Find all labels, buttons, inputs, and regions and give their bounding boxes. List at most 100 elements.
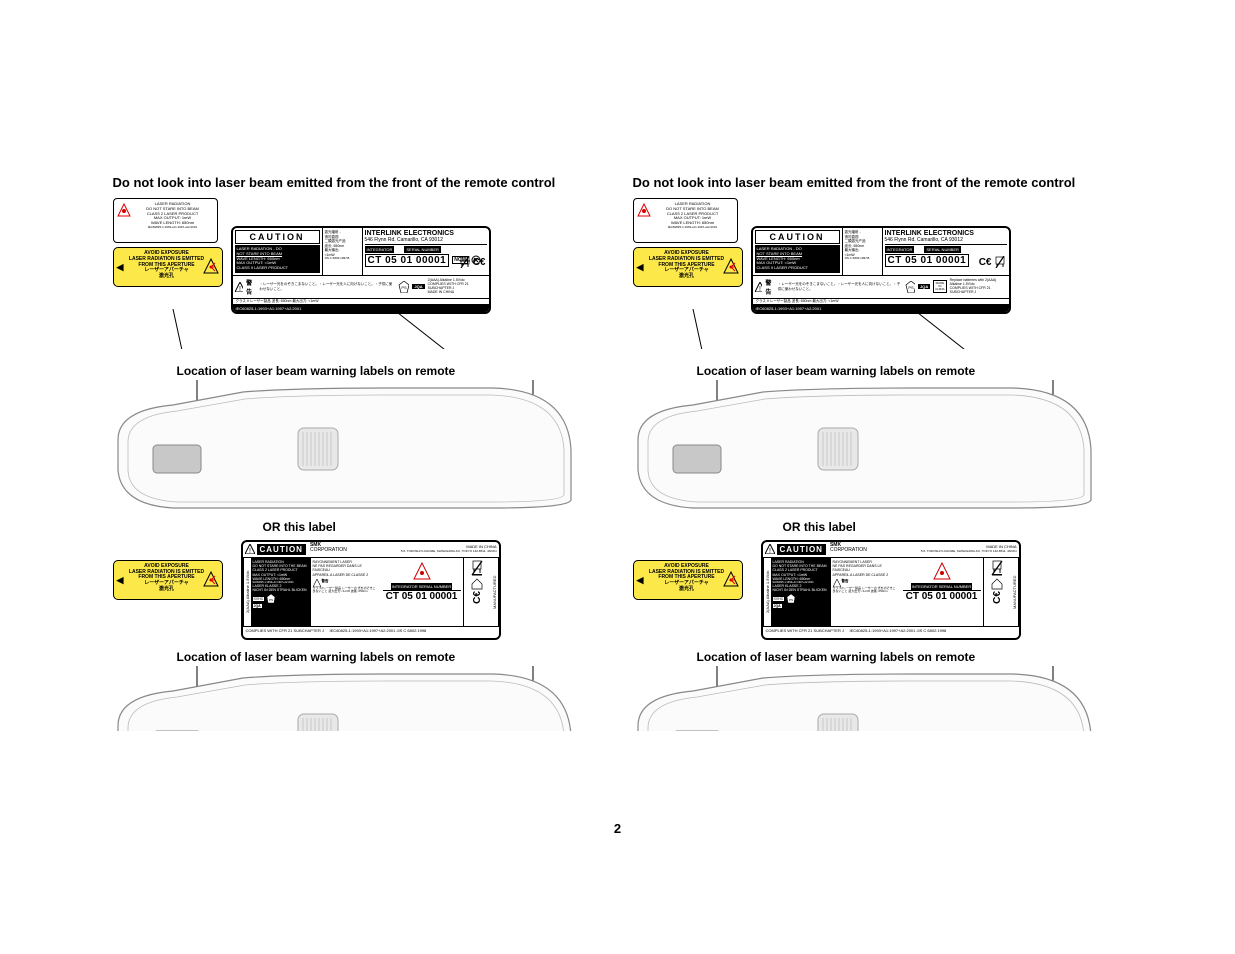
integrator-label: INTEGRATOR bbox=[365, 246, 395, 253]
page-columns: Do not look into laser beam emitted from… bbox=[0, 0, 1235, 731]
warning-triangle-icon: ! bbox=[765, 544, 775, 554]
w3: APPAREIL A LASER DE CLASSE 2 bbox=[313, 573, 379, 577]
c1m7r: JIS C 6802:1997/8 bbox=[845, 257, 880, 261]
smk2r: CORPORATION bbox=[830, 547, 867, 553]
jp-warning-r: 警告 bbox=[765, 278, 774, 296]
yellow-aperture-label: ◀ AVOID EXPOSURE LASER RADIATION IS EMIT… bbox=[113, 247, 223, 287]
jqa2r: JQA bbox=[773, 604, 782, 608]
left-arrow-icon: ◀ bbox=[637, 575, 644, 585]
caution-label-1: CAUTION LASER RADIATION - DO NOT STARE I… bbox=[231, 226, 491, 314]
yellow-aperture-label-2: ◀ AVOID EXPOSURE LASER RADIATION IS EMIT… bbox=[113, 560, 223, 600]
weee-icon bbox=[990, 560, 1004, 576]
jqa-mark: JQA bbox=[412, 284, 424, 289]
warning-triangle-icon: ! bbox=[245, 544, 255, 554]
weee-icon bbox=[994, 256, 1006, 268]
made-in-box-r: MADEINCHINA bbox=[933, 280, 946, 293]
yellow-aperture-label-2r: ◀ AVOID EXPOSURE LASER RADIATION IS EMIT… bbox=[633, 560, 743, 600]
laser-triangle-icon bbox=[723, 571, 739, 587]
company-addr-r: 546 Flynn Rd. Camarillo, CA 93012 bbox=[885, 237, 1007, 245]
company-name-r: INTERLINK ELECTRONICS bbox=[885, 230, 1007, 237]
or-label: OR this label bbox=[263, 520, 603, 534]
bk8r: NICHT IN DEN STRAHL BLICKEN bbox=[773, 588, 829, 592]
c1b5: CLASS II LASER PRODUCT bbox=[237, 266, 318, 271]
svg-text:!: ! bbox=[759, 286, 761, 292]
weee-icon bbox=[459, 256, 471, 268]
ce-marks: C€ bbox=[459, 256, 486, 268]
serial-number: CT 05 01 00001 bbox=[365, 254, 450, 267]
battery-vertical: 2(AAA) Alkaline 1.5V/dc bbox=[243, 558, 251, 626]
laser-spec-label-r: LASER RADIATION DO NOT STARE INTO BEAM C… bbox=[633, 198, 738, 243]
warning-triangle-icon: ! bbox=[755, 282, 763, 292]
jqa-mark-r: JQA bbox=[918, 284, 930, 289]
house-icon bbox=[990, 578, 1004, 590]
remote-diagram-1 bbox=[113, 380, 573, 510]
serial2: CT 05 01 00001 bbox=[383, 590, 461, 602]
laser-triangle-icon bbox=[203, 258, 219, 274]
second-labels-row: ◀ AVOID EXPOSURE LASER RADIATION IS EMIT… bbox=[113, 540, 603, 640]
caution-label-2: ! CAUTION SMK CORPORATION MADE IN CHINA … bbox=[241, 540, 501, 640]
jpt2: クラスIIレーザー製品 レーザーの 光をのぞきこまないこと 最大出力:<1mW … bbox=[313, 587, 379, 594]
right-column: Do not look into laser beam emitted from… bbox=[633, 175, 1123, 731]
remote-diagram-2r bbox=[633, 666, 1093, 731]
bk8: NICHT IN DEN STRAHL BLICKEN bbox=[253, 588, 309, 592]
remote-diagram-1r bbox=[633, 380, 1093, 510]
heading-right: Do not look into laser beam emitted from… bbox=[633, 175, 1123, 190]
spec-l6r: IEC60825-1:1993+A1:1997+A2:2001 bbox=[652, 226, 734, 230]
intser2r: INTEGRATOR SERIAL NUMBER bbox=[911, 583, 973, 590]
svg-text:PS: PS bbox=[908, 285, 914, 290]
serial-label-r: SERIAL NUMBER bbox=[924, 246, 961, 253]
top-labels-row: LASER RADIATION DO NOT STARE INTO BEAM C… bbox=[113, 198, 603, 314]
made-in: MADE IN CHINA bbox=[428, 291, 487, 295]
left-arrow-icon: ◀ bbox=[117, 262, 124, 272]
laser-triangle-icon bbox=[413, 562, 431, 580]
c1m7: JIS C 6802:1997/8 bbox=[325, 257, 360, 261]
yellow-aperture-label-r: ◀ AVOID EXPOSURE LASER RADIATION IS EMIT… bbox=[633, 247, 743, 287]
jp-warning: 警告 bbox=[246, 278, 256, 296]
smk-addr-r: 5-5, TODOSHI 6-CHOME, SHINAGAWA-KU, TOKY… bbox=[921, 549, 1017, 553]
w3r: APPAREIL A LASER DE CLASSE 2 bbox=[833, 573, 899, 577]
jp-text-r: ・レーザー光をのぞきこまないこと。・レーザー光を人に向けないこと。・子供に使わせ… bbox=[778, 282, 901, 292]
jp-text: ・レーザー光をのぞきこまないこと。・レーザー光を人に向けないこと。・子供に使わせ… bbox=[259, 282, 394, 292]
mfg-vertical: MANUFACTURED bbox=[491, 558, 499, 626]
caution2-title: CAUTION bbox=[257, 544, 306, 555]
ps-mark-icon: PS bbox=[786, 594, 796, 604]
serial-label: SERIAL NUMBER bbox=[404, 246, 441, 253]
yl5: 激光孔 bbox=[128, 274, 206, 280]
spec-l6: IEC60825-1:1993+A1:1997+A2:2001 bbox=[132, 226, 214, 230]
page-number: 2 bbox=[614, 821, 621, 836]
laser-triangle-icon bbox=[117, 203, 131, 217]
laser-triangle-icon bbox=[637, 203, 651, 217]
caution-title: CAUTION bbox=[235, 230, 320, 244]
serial2r: CT 05 01 00001 bbox=[903, 590, 981, 602]
svhc: SVHC bbox=[253, 597, 265, 601]
laser-spec-label: LASER RADIATION DO NOT STARE INTO BEAM C… bbox=[113, 198, 218, 243]
jqa2: JQA bbox=[253, 604, 262, 608]
smk2: CORPORATION bbox=[310, 547, 347, 553]
mfg-vertical-r: MANUFACTURED bbox=[1011, 558, 1019, 626]
svg-text:!: ! bbox=[239, 286, 241, 292]
ps-mark-icon: PS bbox=[904, 281, 915, 293]
ps-mark-icon: PS bbox=[397, 281, 409, 293]
heading-left: Do not look into laser beam emitted from… bbox=[113, 175, 603, 190]
top-labels-row-r: LASER RADIATION DO NOT STARE INTO BEAM C… bbox=[633, 198, 1123, 314]
smk-addr: 5-5, TODOSHI 6-CHOME, SHINAGAWA-KU, TOKY… bbox=[401, 549, 497, 553]
warning-triangle-icon: ! bbox=[235, 282, 244, 292]
yl5b: 激光孔 bbox=[128, 587, 206, 593]
company-addr: 546 Flynn Rd. Camarillo, CA 93012 bbox=[365, 237, 487, 245]
left-column: Do not look into laser beam emitted from… bbox=[113, 175, 603, 731]
svg-text:PS: PS bbox=[789, 598, 793, 602]
serial-number-r: CT 05 01 00001 bbox=[885, 254, 970, 267]
w2r: NE PAS REGARDER DANS LE FAISCEAU bbox=[833, 564, 899, 572]
svg-text:PS: PS bbox=[269, 598, 273, 602]
yl5br: 激光孔 bbox=[648, 587, 726, 593]
or-label-r: OR this label bbox=[783, 520, 1123, 534]
complies-text-r: COMPLIES WITH CFR 21 SUBCHAPTER J bbox=[950, 287, 1007, 295]
ps-mark-icon: PS bbox=[266, 594, 276, 604]
svg-text:!: ! bbox=[249, 548, 251, 554]
house-icon bbox=[470, 578, 484, 590]
ce-icon: C€ bbox=[991, 591, 1002, 604]
caution2-title-r: CAUTION bbox=[777, 544, 826, 555]
left-arrow-icon: ◀ bbox=[637, 262, 644, 272]
company-name: INTERLINK ELECTRONICS bbox=[365, 230, 487, 237]
location-subhead-2r: Location of laser beam warning labels on… bbox=[697, 650, 1123, 664]
